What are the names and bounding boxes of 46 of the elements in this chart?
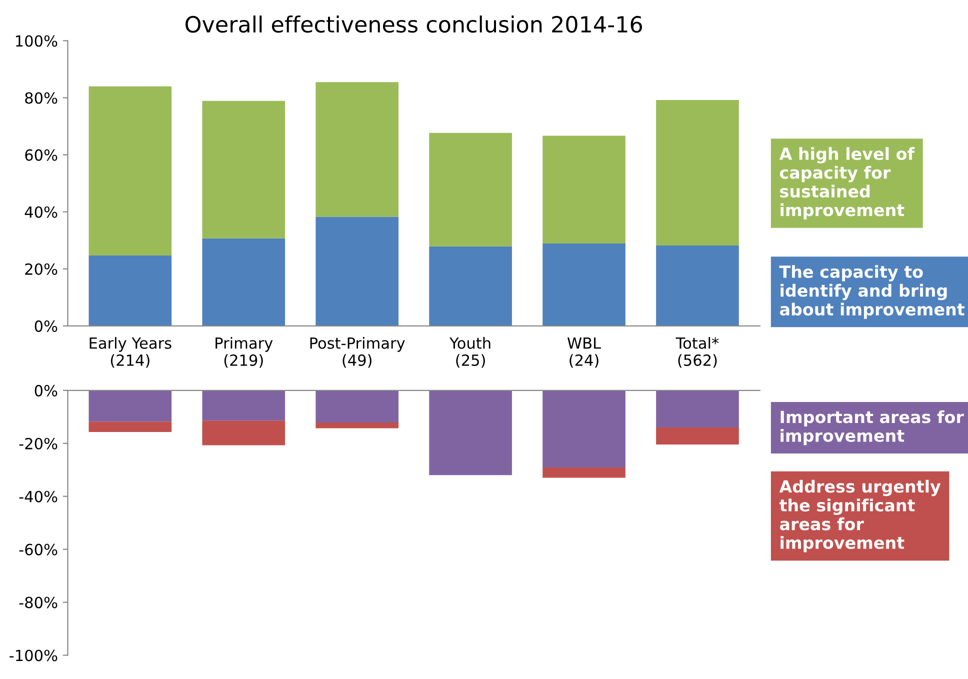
text: A high level of capacity for sustained improvement xyxy=(779,147,915,220)
bar xyxy=(429,132,512,246)
x-tick-label: WBL (24) xyxy=(567,338,601,368)
bar xyxy=(88,422,172,432)
y-tick-label: -20% xyxy=(19,438,58,450)
bar xyxy=(656,100,739,246)
y-tick-label: -60% xyxy=(19,544,58,556)
text: The capacity to identify and bring about improvement xyxy=(779,265,964,319)
x-tick-label: Youth (25) xyxy=(450,337,490,368)
bar xyxy=(542,467,626,478)
bar xyxy=(88,390,172,422)
bar xyxy=(542,136,626,244)
bar xyxy=(202,100,286,238)
x-tick-label: Primary (219) xyxy=(216,337,273,368)
bar xyxy=(656,428,739,444)
text: Important areas for improvement xyxy=(780,410,964,446)
bar xyxy=(88,86,172,256)
chart-title: Overall effectiveness conclusion 2014-16 xyxy=(186,16,642,33)
bar xyxy=(656,390,739,428)
bar xyxy=(88,255,172,326)
x-tick-label: Total* (562) xyxy=(676,337,719,368)
x-tick-label: Early Years (214) xyxy=(90,337,172,368)
bar xyxy=(429,246,512,326)
bar xyxy=(542,390,626,468)
bar xyxy=(202,390,286,421)
y-tick-label: -100% xyxy=(10,650,58,662)
y-tick-label: 0% xyxy=(34,384,58,396)
bar xyxy=(656,246,739,326)
bar xyxy=(542,244,626,326)
bar xyxy=(429,390,512,476)
y-tick-label: 0% xyxy=(34,320,58,332)
y-tick-label: 20% xyxy=(25,263,58,275)
y-tick-label: -40% xyxy=(19,490,58,502)
bar xyxy=(316,422,399,428)
bar xyxy=(316,82,399,217)
bar xyxy=(316,390,399,422)
x-tick-label: Post-Primary (49) xyxy=(310,337,405,368)
y-tick-label: 80% xyxy=(25,92,58,104)
y-tick-label: 100% xyxy=(16,35,58,47)
y-tick-label: 40% xyxy=(24,206,58,218)
bar xyxy=(316,216,399,326)
text: Address urgently the significant areas for improvement xyxy=(779,480,941,552)
y-tick-label: 60% xyxy=(25,149,58,161)
y-tick-label: -80% xyxy=(19,596,58,608)
bar xyxy=(202,238,286,326)
bar xyxy=(202,420,286,446)
